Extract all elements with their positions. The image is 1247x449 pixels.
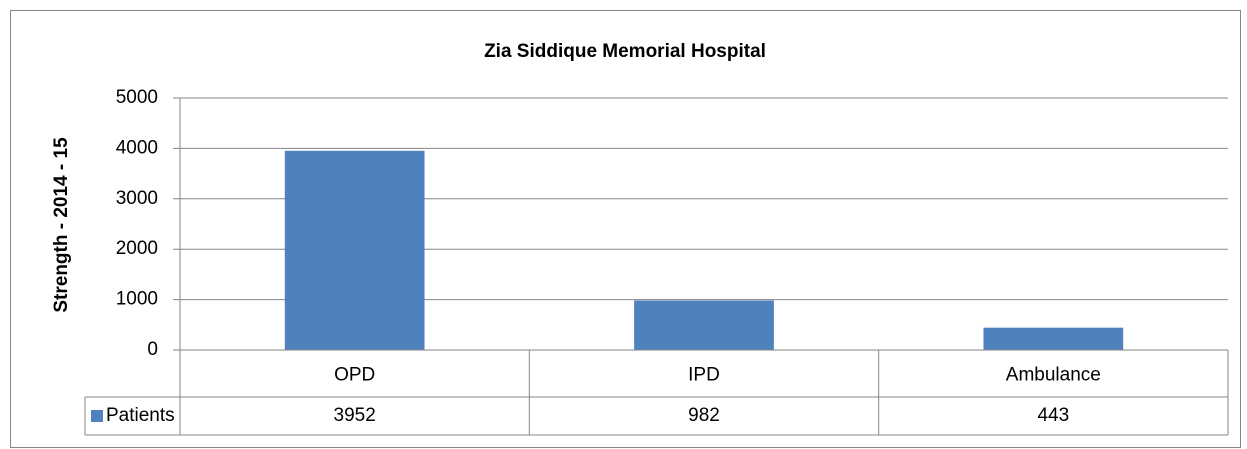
table-value: 443 (1037, 405, 1069, 426)
chart-border (10, 10, 1241, 448)
y-tick-label: 5000 (116, 87, 158, 108)
y-tick-label: 0 (147, 339, 158, 360)
y-tick-label: 2000 (116, 238, 158, 259)
x-tick-label: IPD (688, 365, 720, 386)
legend-label: Patients (106, 405, 175, 426)
legend-swatch (91, 410, 103, 422)
table-value: 3952 (334, 405, 376, 426)
bar (634, 300, 774, 350)
y-tick-label: 1000 (116, 289, 158, 310)
y-tick-label: 3000 (116, 188, 158, 209)
x-tick-label: OPD (334, 365, 375, 386)
y-tick-label: 4000 (116, 137, 158, 158)
bar (284, 150, 425, 350)
chart-title: Zia Siddique Memorial Hospital (484, 41, 766, 62)
bar (983, 327, 1124, 350)
x-tick-label: Ambulance (1006, 365, 1101, 386)
table-value: 982 (688, 405, 720, 426)
y-axis-label: Strength - 2014 - 15 (51, 137, 72, 313)
